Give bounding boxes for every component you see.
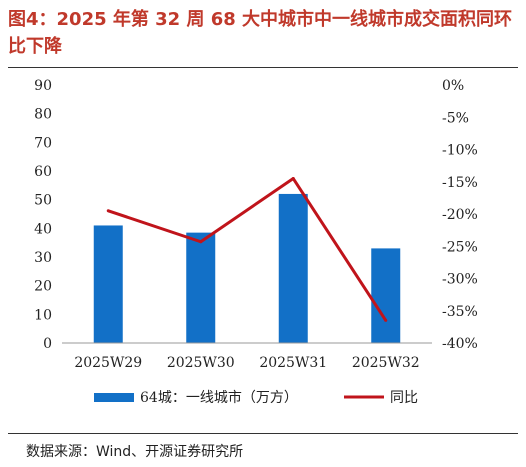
y-left-tick-label: 70 bbox=[34, 135, 52, 151]
x-tick-label: 2025W29 bbox=[74, 355, 142, 371]
line-point bbox=[384, 318, 388, 322]
title-divider bbox=[8, 67, 518, 68]
chart-title: 图4：2025 年第 32 周 68 大中城市中一线城市成交面积同环比下降 bbox=[8, 9, 513, 57]
bar bbox=[278, 193, 308, 343]
y-right-tick-label: -40% bbox=[442, 336, 478, 352]
yoy-line bbox=[107, 177, 388, 322]
line-series bbox=[106, 177, 388, 322]
line-point bbox=[106, 209, 110, 213]
y-left-tick-label: 80 bbox=[34, 107, 52, 123]
y-right-tick-label: -10% bbox=[442, 143, 478, 159]
legend-line-label: 同比 bbox=[390, 390, 418, 406]
x-tick-label: 2025W32 bbox=[352, 355, 420, 371]
y-right-tick-label: -5% bbox=[442, 110, 469, 126]
bar bbox=[93, 225, 123, 343]
x-tick-label: 2025W30 bbox=[167, 355, 235, 371]
y-right-tick-label: -35% bbox=[442, 304, 478, 320]
legend: 64城：一线城市（万方） 同比 bbox=[94, 389, 418, 406]
x-axis: 2025W29 2025W30 2025W31 2025W32 bbox=[74, 355, 419, 371]
y-left-tick-label: 60 bbox=[34, 164, 52, 180]
legend-bar-label: 64城：一线城市（万方） bbox=[140, 389, 298, 406]
line-point bbox=[291, 177, 295, 181]
y-axis-right: 0% -5% -10% -15% -20% -25% -30% -35% -40% bbox=[442, 78, 478, 352]
bar bbox=[186, 232, 216, 343]
y-right-tick-label: -20% bbox=[442, 207, 478, 223]
y-left-tick-label: 40 bbox=[34, 221, 52, 237]
bar bbox=[371, 248, 401, 343]
y-left-tick-label: 30 bbox=[34, 250, 52, 266]
source-divider bbox=[8, 433, 518, 434]
y-left-tick-label: 90 bbox=[34, 78, 52, 94]
y-right-tick-label: -25% bbox=[442, 239, 478, 255]
y-right-tick-label: -30% bbox=[442, 272, 478, 288]
y-left-tick-label: 10 bbox=[34, 307, 52, 323]
line-point bbox=[199, 240, 203, 244]
x-tick-label: 2025W31 bbox=[259, 355, 327, 371]
y-axis-left: 90 80 70 60 50 40 30 20 10 0 bbox=[34, 78, 52, 352]
source-note: 数据来源：Wind、开源证券研究所 bbox=[26, 444, 244, 460]
y-right-tick-label: -15% bbox=[442, 175, 478, 191]
y-left-tick-label: 50 bbox=[34, 193, 52, 209]
legend-bar-swatch bbox=[94, 393, 134, 402]
y-left-tick-label: 20 bbox=[34, 279, 52, 295]
y-left-tick-label: 0 bbox=[43, 336, 52, 352]
bar-series bbox=[93, 193, 401, 343]
y-right-tick-label: 0% bbox=[442, 78, 464, 94]
